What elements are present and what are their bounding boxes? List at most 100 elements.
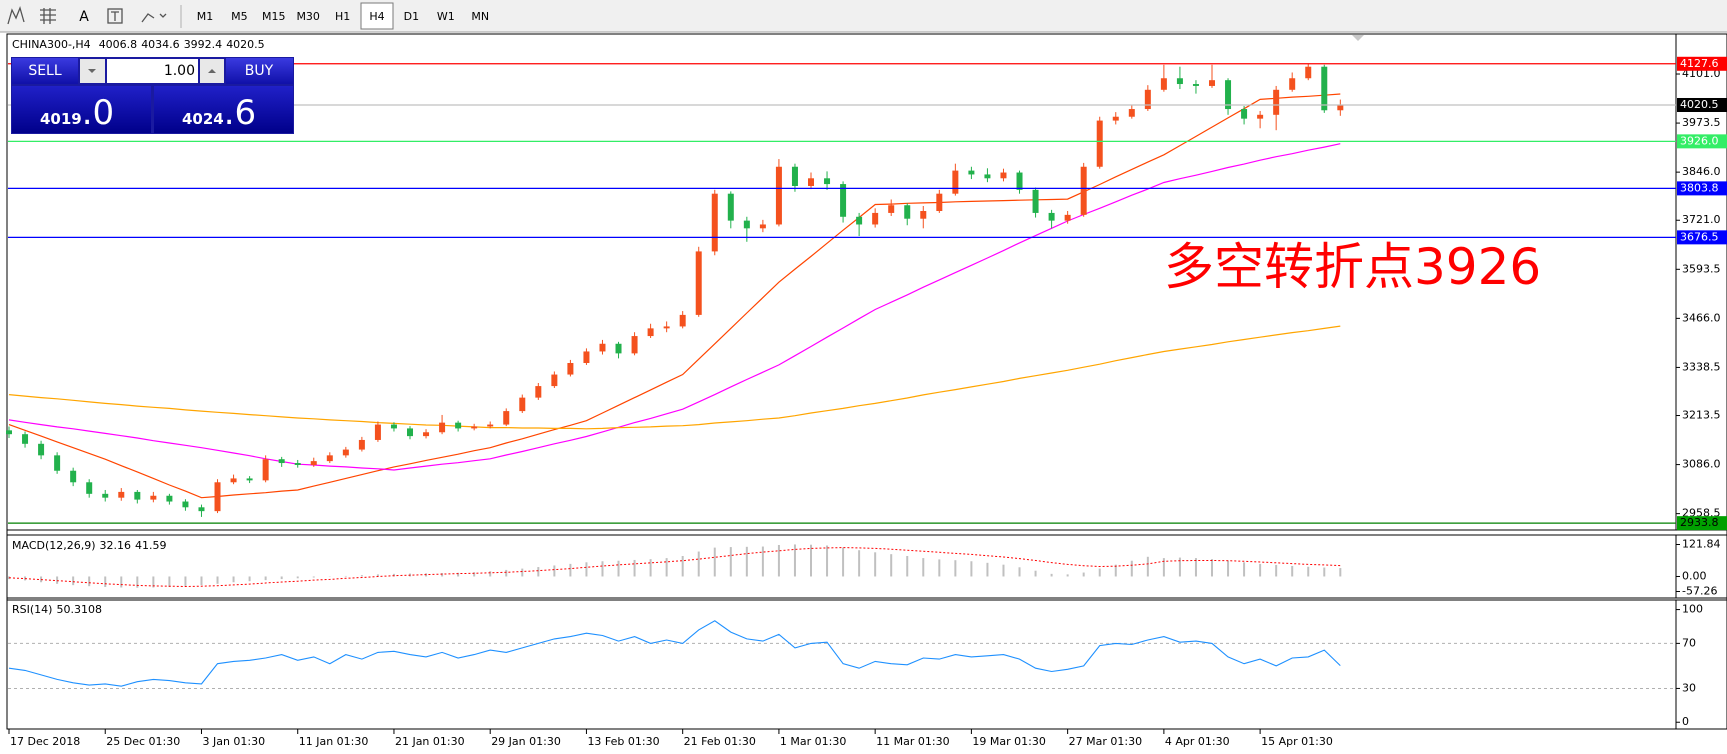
candle-body [1112,116,1119,121]
candle-body [1176,78,1183,85]
x-tick-label: 21 Feb 01:30 [684,735,756,748]
sell-label: SELL [28,63,62,79]
moving-average [8,93,1341,499]
label-icon[interactable] [107,8,123,24]
moving-average [8,325,1341,430]
x-tick-label: 11 Mar 01:30 [876,735,949,748]
y-tick-label: 3846.0 [1682,165,1721,178]
x-tick-label: 13 Feb 01:30 [587,735,659,748]
volume-input[interactable] [107,59,198,83]
bid-main: 4019 [40,110,82,128]
high: 4034.6 [141,38,180,51]
y-tick-label: 100 [1682,603,1703,616]
candle-body [679,314,686,327]
candle-body [1209,80,1215,86]
candle-body [118,491,125,498]
objects-icon[interactable] [141,13,167,23]
close: 4020.5 [226,38,265,51]
timeframe-button[interactable] [395,3,428,29]
separator [6,529,1727,536]
y-tick-label: 0.00 [1682,569,1707,582]
timeframe-button[interactable] [223,3,256,29]
candle-body [455,422,462,429]
candle-body [920,211,927,219]
level-label: 4020.5 [1680,98,1719,111]
x-tick-label: 27 Mar 01:30 [1069,735,1142,748]
candle-body [1225,80,1232,110]
candle-body [407,428,413,437]
candle-body [214,482,221,512]
candle-body [888,205,895,213]
candle-body [1305,66,1312,79]
candle-body [54,455,61,471]
rsi-value: 50.3108 [56,603,102,616]
rsi-line [8,620,1341,687]
timeframe-button[interactable] [292,3,325,29]
level-label-bg [1677,134,1727,149]
moving-average [8,143,1341,471]
timeframe-button[interactable] [360,2,394,30]
level-label: 3926.0 [1680,134,1719,147]
candle-body [390,424,397,429]
candle-body [1096,120,1103,167]
candle-body [519,397,526,412]
candle-body [872,212,879,225]
level-label: 3803.8 [1680,181,1719,194]
candle-body [134,491,141,500]
sell-button[interactable] [12,58,78,84]
timeframe-button[interactable] [429,3,462,29]
shift-marker[interactable] [1352,35,1364,41]
candle-body [551,374,558,387]
candle-body [599,343,606,352]
timeframe-label: M30 [296,10,320,23]
candle-body [182,501,189,508]
timeframe-label: M1 [197,10,214,23]
timeframe-label: M15 [262,10,286,23]
candle-body [840,184,847,217]
open: 4006.8 [99,38,138,51]
timeframe-button[interactable] [257,3,290,29]
candle-body [1048,212,1055,221]
y-tick-label: 3338.5 [1682,360,1721,373]
candle-body [22,434,29,444]
x-tick-label: 15 Apr 01:30 [1261,735,1333,748]
chart-icon[interactable] [7,5,25,25]
annotation: 多空转折点3926 [1164,238,1541,296]
timeframe-button[interactable] [326,3,359,29]
level-label-bg [1677,516,1727,531]
candle-body [246,478,253,481]
candle-body [38,443,45,456]
candle-body [439,422,446,433]
bid-box[interactable] [12,86,151,133]
candle-body [535,386,542,398]
candle-body [647,328,654,337]
ask-box[interactable] [154,86,293,133]
candle-body [358,439,365,450]
candle-body [6,430,12,435]
buy-button[interactable] [226,58,293,84]
text-icon[interactable]: A [79,9,89,25]
grid-icon[interactable] [40,8,56,24]
y-tick-label: 3466.0 [1682,311,1721,324]
timeframe-button[interactable] [464,3,497,29]
y-tick-label: 30 [1682,681,1696,694]
candle-body [262,459,269,481]
macd-title: MACD(12,26,9) [12,539,96,552]
macd-header: MACD(12,26,9) 32.16 41.59 [12,539,167,552]
timeframe-label: H1 [335,10,350,23]
timeframe-button[interactable] [189,3,221,29]
candle-body [904,205,911,219]
ask: 4024.6 [182,93,256,133]
candle-body [663,326,670,329]
x-tick-label: 3 Jan 01:30 [202,735,265,748]
candle-body [615,343,622,354]
separator [6,597,1727,601]
candle-body [952,170,959,194]
candle-body [856,216,863,225]
candle-body [503,411,510,425]
bid-frac: .0 [82,93,114,133]
candle-body [1032,189,1039,213]
x-tick-label: 11 Jan 01:30 [299,735,369,748]
candle-body [278,459,285,464]
